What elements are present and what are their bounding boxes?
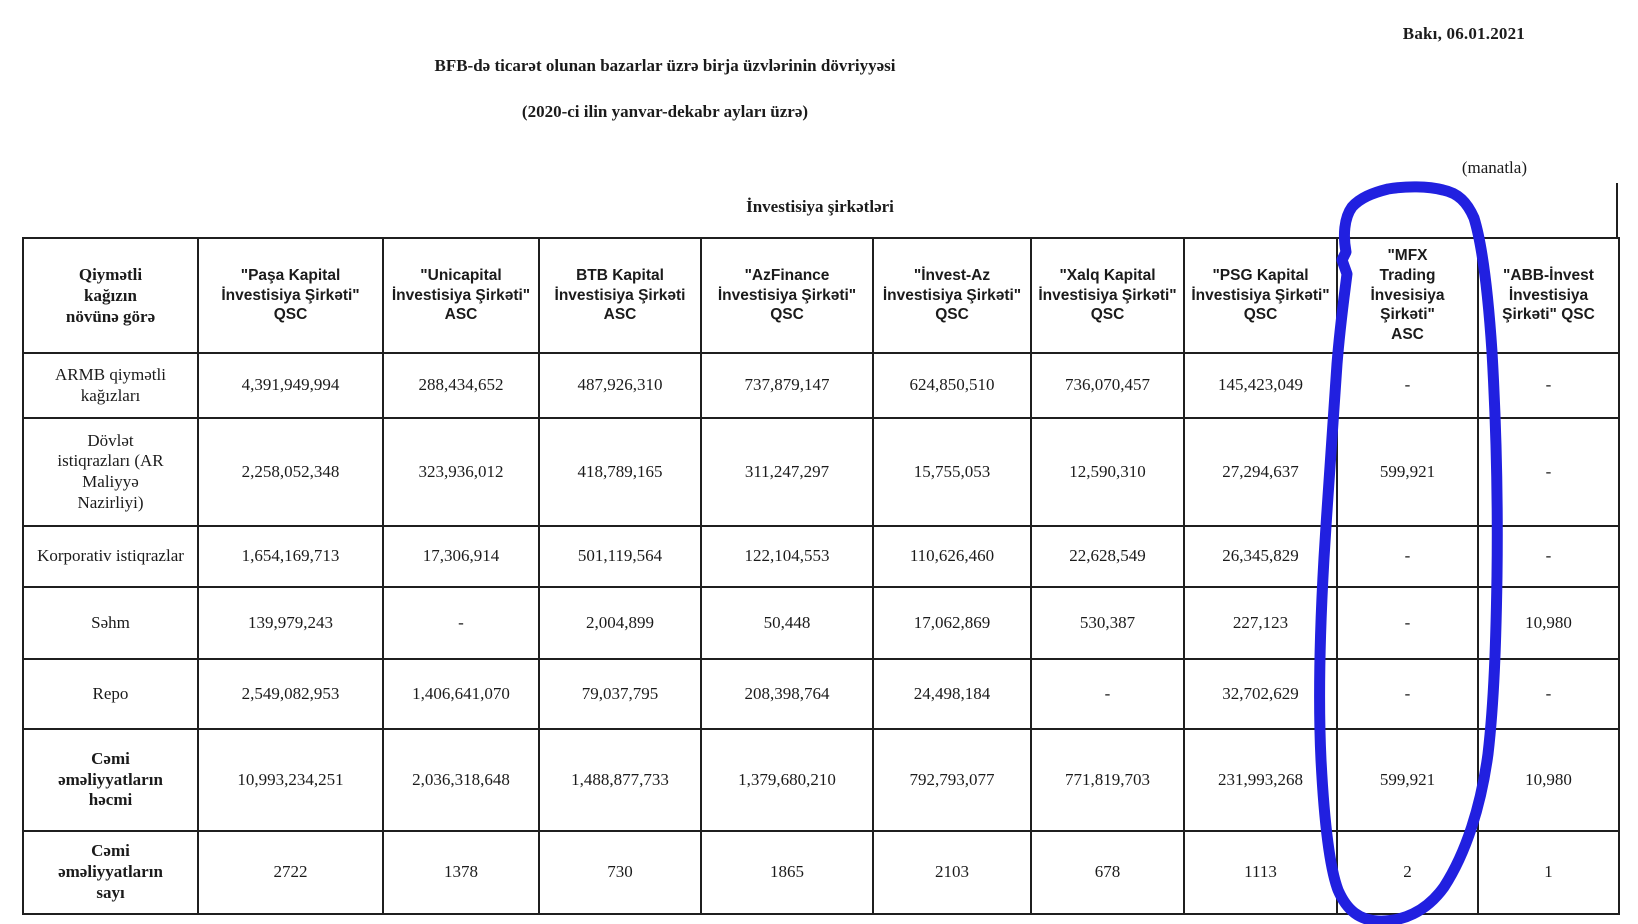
table-cell: 792,793,077 — [872, 728, 1032, 832]
table-row-dovlet: Dövlət istiqrazları (AR Maliyyə Nazirliy… — [22, 417, 1620, 527]
turnover-table: Qiymətli kağızın növünə görə "Paşa Kapit… — [22, 237, 1620, 915]
table-cell: - — [1336, 525, 1479, 588]
table-row-total-count: Cəmi əməliyyatların sayı 2722 1378 730 1… — [22, 830, 1620, 915]
table-cell: 2103 — [872, 830, 1032, 915]
table-cell: 24,498,184 — [872, 658, 1032, 730]
table-cell: 122,104,553 — [700, 525, 874, 588]
table-cell: 32,702,629 — [1183, 658, 1338, 730]
table-cell: 2722 — [197, 830, 384, 915]
column-header-azfinance: "AzFinance İnvestisiya Şirkəti" QSC — [700, 237, 874, 354]
row-label: Dövlət istiqrazları (AR Maliyyə Nazirliy… — [22, 417, 199, 527]
table-right-border-stub — [1616, 183, 1618, 237]
table-cell: 624,850,510 — [872, 352, 1032, 419]
row-label: Korporativ istiqrazlar — [22, 525, 199, 588]
page-subtitle: (2020-ci ilin yanvar-dekabr ayları üzrə) — [521, 102, 809, 121]
table-row-sehm: Səhm 139,979,243 - 2,004,899 50,448 17,0… — [22, 586, 1620, 660]
table-cell: 288,434,652 — [382, 352, 540, 419]
table-cell: 487,926,310 — [538, 352, 702, 419]
table-cell: 501,119,564 — [538, 525, 702, 588]
table-row-repo: Repo 2,549,082,953 1,406,641,070 79,037,… — [22, 658, 1620, 730]
table-cell: 1378 — [382, 830, 540, 915]
table-cell: 599,921 — [1336, 417, 1479, 527]
table-row-armb: ARMB qiymətli kağızları 4,391,949,994 28… — [22, 352, 1620, 419]
table-cell: - — [1336, 586, 1479, 660]
page-title: BFB-də ticarət olunan bazarlar üzrə birj… — [434, 56, 896, 75]
table-cell: 145,423,049 — [1183, 352, 1338, 419]
row-label: ARMB qiymətli kağızları — [22, 352, 199, 419]
table-cell: 1,488,877,733 — [538, 728, 702, 832]
row-label: Səhm — [22, 586, 199, 660]
table-cell: 323,936,012 — [382, 417, 540, 527]
date-line: Bakı, 06.01.2021 — [1402, 24, 1525, 43]
table-cell: 2,004,899 — [538, 586, 702, 660]
table-cell: 418,789,165 — [538, 417, 702, 527]
table-cell: 1,654,169,713 — [197, 525, 384, 588]
table-cell: 1,379,680,210 — [700, 728, 874, 832]
table-cell: 79,037,795 — [538, 658, 702, 730]
table-cell: 678 — [1030, 830, 1185, 915]
table-cell: 50,448 — [700, 586, 874, 660]
table-cell: - — [1477, 352, 1620, 419]
table-cell: 231,993,268 — [1183, 728, 1338, 832]
table-cell: 1865 — [700, 830, 874, 915]
table-cell: - — [1477, 525, 1620, 588]
column-header-psg-kapital: "PSG Kapital İnvestisiya Şirkəti" QSC — [1183, 237, 1338, 354]
row-label: Repo — [22, 658, 199, 730]
table-cell: 27,294,637 — [1183, 417, 1338, 527]
table-cell: 1 — [1477, 830, 1620, 915]
unit-note: (manatla) — [1461, 158, 1527, 177]
table-row-total-volume: Cəmi əməliyyatların həcmi 10,993,234,251… — [22, 728, 1620, 832]
row-label: Cəmi əməliyyatların həcmi — [22, 728, 199, 832]
table-cell: 15,755,053 — [872, 417, 1032, 527]
table-cell: 1,406,641,070 — [382, 658, 540, 730]
table-cell: 10,993,234,251 — [197, 728, 384, 832]
table-cell: 17,306,914 — [382, 525, 540, 588]
column-header-security-type: Qiymətli kağızın növünə görə — [22, 237, 199, 354]
table-cell: - — [1477, 658, 1620, 730]
table-cell: 10,980 — [1477, 586, 1620, 660]
table-cell: 1113 — [1183, 830, 1338, 915]
column-header-pasha-kapital: "Paşa Kapital İnvestisiya Şirkəti" QSC — [197, 237, 384, 354]
table-cell: - — [1030, 658, 1185, 730]
table-cell: - — [1477, 417, 1620, 527]
table-cell: - — [1336, 658, 1479, 730]
table-cell: 26,345,829 — [1183, 525, 1338, 588]
table-cell: 736,070,457 — [1030, 352, 1185, 419]
table-cell: 12,590,310 — [1030, 417, 1185, 527]
table-cell: 2,258,052,348 — [197, 417, 384, 527]
table-group-header: İnvestisiya şirkətləri — [746, 197, 894, 216]
table-cell: 2,036,318,648 — [382, 728, 540, 832]
column-header-mfx-trading: "MFX Trading İnvesisiya Şirkəti" ASC — [1336, 237, 1479, 354]
table-cell: 530,387 — [1030, 586, 1185, 660]
table-cell: 311,247,297 — [700, 417, 874, 527]
table-cell: 730 — [538, 830, 702, 915]
table-cell: 208,398,764 — [700, 658, 874, 730]
table-cell: 17,062,869 — [872, 586, 1032, 660]
table-cell: - — [382, 586, 540, 660]
column-header-btb-kapital: BTB Kapital İnvestisiya Şirkəti ASC — [538, 237, 702, 354]
table-cell: 139,979,243 — [197, 586, 384, 660]
column-header-unicapital: "Unicapital İnvestisiya Şirkəti" ASC — [382, 237, 540, 354]
table-cell: 22,628,549 — [1030, 525, 1185, 588]
table-cell: 227,123 — [1183, 586, 1338, 660]
table-row-korporativ: Korporativ istiqrazlar 1,654,169,713 17,… — [22, 525, 1620, 588]
table-cell: 737,879,147 — [700, 352, 874, 419]
column-header-xalq-kapital: "Xalq Kapital İnvestisiya Şirkəti" QSC — [1030, 237, 1185, 354]
table-cell: 771,819,703 — [1030, 728, 1185, 832]
table-cell: 10,980 — [1477, 728, 1620, 832]
column-header-invest-az: "İnvest-Az İnvestisiya Şirkəti" QSC — [872, 237, 1032, 354]
table-cell: - — [1336, 352, 1479, 419]
table-cell: 2 — [1336, 830, 1479, 915]
table-cell: 110,626,460 — [872, 525, 1032, 588]
table-cell: 4,391,949,994 — [197, 352, 384, 419]
table-cell: 2,549,082,953 — [197, 658, 384, 730]
column-header-abb-invest: "ABB-İnvest İnvestisiya Şirkəti" QSC — [1477, 237, 1620, 354]
header-row: Qiymətli kağızın növünə görə "Paşa Kapit… — [22, 237, 1620, 354]
table-cell: 599,921 — [1336, 728, 1479, 832]
row-label: Cəmi əməliyyatların sayı — [22, 830, 199, 915]
